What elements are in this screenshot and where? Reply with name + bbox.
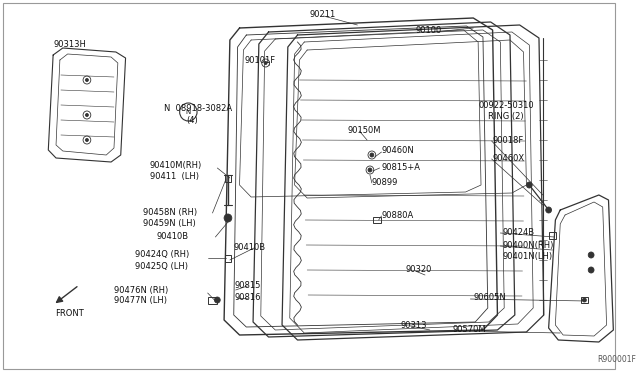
Circle shape (368, 168, 372, 172)
Bar (225, 254, 231, 262)
Text: 90880A: 90880A (381, 211, 414, 219)
Text: 90410B: 90410B (156, 231, 189, 241)
Bar (208, 296, 217, 304)
Text: 00922-50310: 00922-50310 (478, 100, 534, 109)
Text: 90101F: 90101F (244, 55, 275, 64)
Text: 90410M(RH): 90410M(RH) (150, 160, 202, 170)
Text: 90313H: 90313H (53, 39, 86, 48)
Text: 90100: 90100 (415, 26, 442, 35)
Text: 90411  (LH): 90411 (LH) (150, 171, 198, 180)
Text: FRONT: FRONT (55, 308, 84, 317)
Bar (373, 217, 381, 223)
Text: 90150M: 90150M (348, 125, 381, 135)
Circle shape (224, 214, 232, 222)
Circle shape (588, 252, 594, 258)
Text: 90320: 90320 (406, 266, 432, 275)
Bar (225, 174, 231, 182)
Circle shape (86, 113, 88, 116)
Circle shape (264, 61, 267, 64)
Circle shape (582, 298, 586, 302)
Text: 90458N (RH): 90458N (RH) (143, 208, 197, 217)
Text: 90570M: 90570M (452, 326, 486, 334)
Text: N: N (186, 109, 191, 115)
Text: 90605N: 90605N (474, 294, 506, 302)
Text: 90460X: 90460X (493, 154, 525, 163)
Text: 90815: 90815 (235, 280, 261, 289)
Text: 90476N (RH): 90476N (RH) (114, 285, 168, 295)
Text: 90477N (LH): 90477N (LH) (114, 296, 167, 305)
Text: 90410B: 90410B (234, 243, 266, 251)
Text: N  08918-3082A: N 08918-3082A (164, 103, 232, 112)
Text: (4): (4) (186, 115, 198, 125)
Text: 90899: 90899 (372, 177, 398, 186)
Text: 90400N(RH): 90400N(RH) (502, 241, 554, 250)
Text: 90424B: 90424B (502, 228, 534, 237)
Circle shape (370, 153, 374, 157)
Text: 90313: 90313 (401, 321, 428, 330)
Circle shape (527, 182, 532, 188)
Text: 90816: 90816 (235, 294, 261, 302)
Bar (548, 231, 556, 238)
Text: RING (2): RING (2) (488, 112, 524, 121)
Text: 90424Q (RH): 90424Q (RH) (135, 250, 189, 260)
Text: 90211: 90211 (309, 10, 335, 19)
Text: R900001F: R900001F (597, 356, 636, 365)
Circle shape (214, 297, 220, 303)
Text: 90815+A: 90815+A (381, 163, 420, 171)
Bar (580, 297, 588, 303)
Circle shape (86, 78, 88, 81)
Text: 90018F: 90018F (493, 135, 524, 144)
Text: 90459N (LH): 90459N (LH) (143, 218, 196, 228)
Circle shape (588, 267, 594, 273)
Text: 90425Q (LH): 90425Q (LH) (135, 263, 188, 272)
Text: 90460N: 90460N (381, 145, 414, 154)
Text: 90401N(LH): 90401N(LH) (502, 253, 552, 262)
Circle shape (86, 138, 88, 141)
Circle shape (546, 207, 552, 213)
